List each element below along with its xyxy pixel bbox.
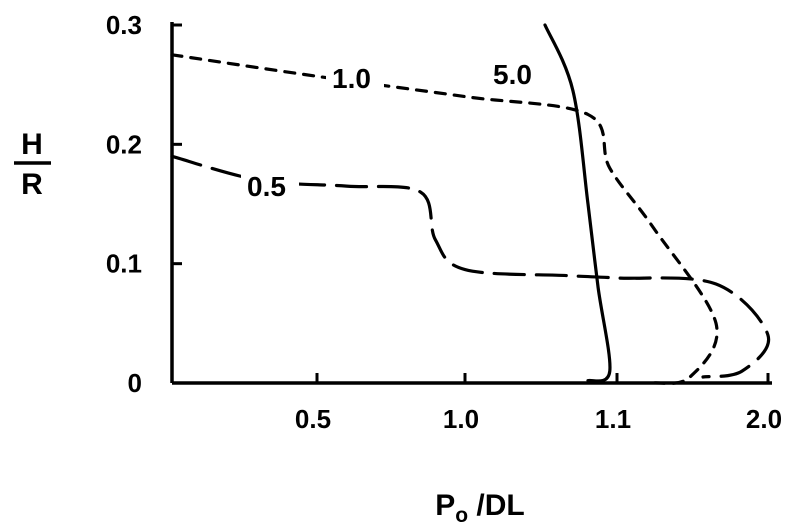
x-axis-title-subscript: o [455,504,468,527]
series-group [170,23,771,385]
y-axis-title: H R [14,128,51,201]
y-tick-label: 0.3 [106,10,142,40]
y-tick-label: 0 [128,368,142,398]
x-tick-label: 2.0 [746,404,782,434]
series-line-5.0 [543,23,612,383]
series-label-0.5: 0.5 [247,171,286,202]
series-labels: 0.5 1.0 5.0 [241,59,545,202]
series-label-5.0: 5.0 [493,59,532,90]
series-line-0.5 [170,154,771,379]
series-label-bg-1.0 [326,64,384,94]
x-tick-label: 1.0 [443,404,479,434]
y-axis-title-denominator: R [21,168,43,201]
y-tick-label: 0.2 [106,129,142,159]
x-axis-title-suffix: /DL [468,489,525,522]
y-axis-title-numerator: H [21,128,43,161]
axes [170,22,772,385]
tick-labels: 0 0.1 0.2 0.3 0.5 1.0 1.1 2.0 [106,10,782,434]
y-tick-label: 0.1 [106,249,142,279]
series-label-bg-5.0 [487,60,545,90]
series-label-1.0: 1.0 [332,63,371,94]
x-axis-title-main: P [435,489,455,522]
ticks [172,23,770,383]
x-tick-label: 0.5 [295,404,331,434]
x-axis-title: Po /DL [435,489,525,527]
series-label-bg-0.5 [241,172,299,202]
series-line-1.0 [170,53,719,385]
x-tick-label: 1.1 [595,404,631,434]
